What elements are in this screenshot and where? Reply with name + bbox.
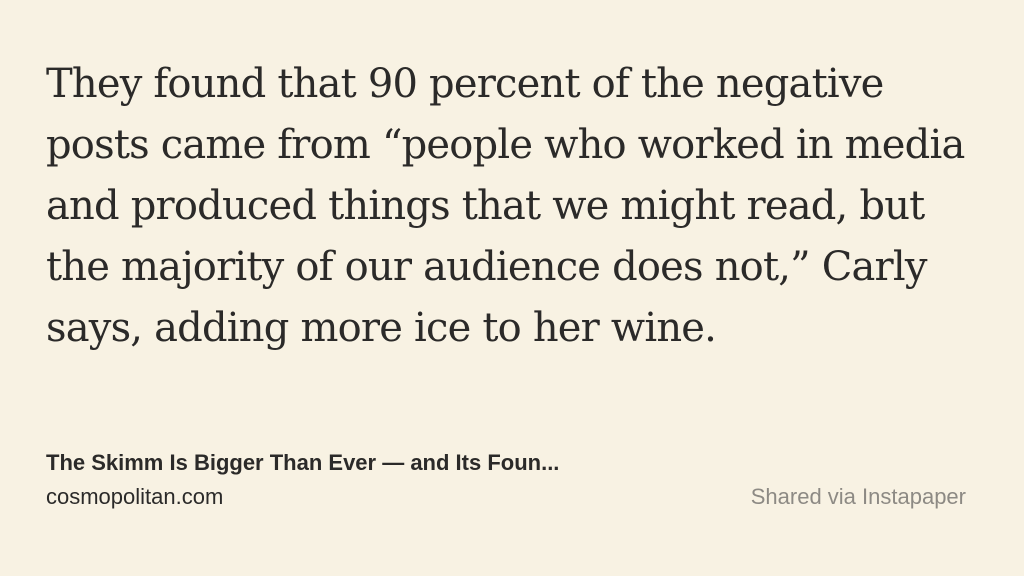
- quote-line: They found that 90 percent of the negati…: [46, 61, 884, 107]
- quote-line: posts came from “people who worked in me…: [46, 122, 965, 168]
- footer-row: cosmopolitan.com Shared via Instapaper: [46, 482, 966, 512]
- quote-line: says, adding more ice to her wine.: [46, 305, 717, 351]
- article-title[interactable]: The Skimm Is Bigger Than Ever — and Its …: [46, 450, 560, 475]
- shared-via-label: Shared via Instapaper: [750, 484, 966, 509]
- source-link[interactable]: cosmopolitan.com: [46, 484, 224, 509]
- quote-line: the majority of our audience does not,” …: [46, 244, 927, 290]
- quote-text: They found that 90 percent of the negati…: [46, 54, 996, 359]
- share-footer: The Skimm Is Bigger Than Ever — and Its …: [46, 448, 966, 512]
- quote-line: and produced things that we might read, …: [46, 183, 925, 229]
